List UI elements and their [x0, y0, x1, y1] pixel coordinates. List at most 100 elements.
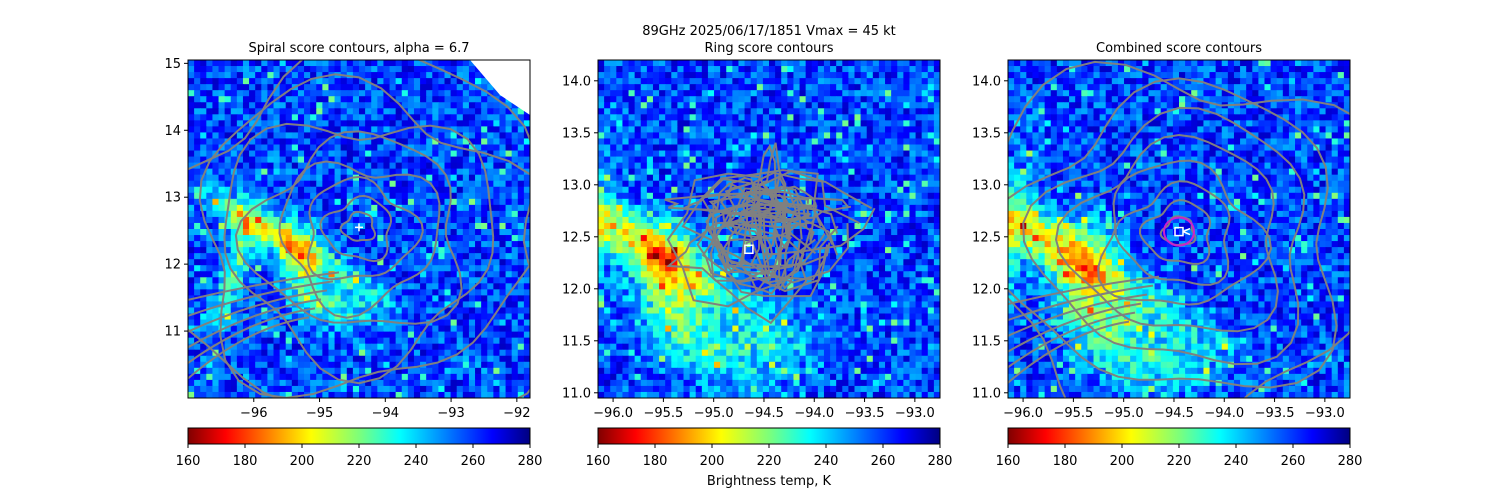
- heatmap-cell: [604, 253, 611, 260]
- heatmap-cell: [316, 186, 323, 194]
- heatmap-cell: [689, 72, 697, 79]
- heatmap-cell: [322, 331, 330, 339]
- heatmap-cell: [413, 138, 421, 146]
- heatmap-cell: [365, 156, 372, 164]
- heatmap-cell: [426, 235, 433, 242]
- heatmap-cell: [194, 216, 201, 224]
- heatmap-cell: [695, 144, 703, 152]
- heatmap-cell: [230, 229, 238, 236]
- heatmap-cell: [340, 283, 348, 290]
- heatmap-cell: [352, 235, 360, 242]
- heatmap-cell: [334, 144, 342, 152]
- heatmap-cell: [352, 96, 360, 103]
- heatmap-cell: [475, 102, 482, 109]
- heatmap-cell: [230, 222, 238, 230]
- heatmap-cell: [334, 265, 342, 272]
- heatmap-cell: [523, 289, 530, 296]
- heatmap-cell: [598, 229, 605, 236]
- heatmap-cell: [897, 96, 904, 103]
- heatmap-cell: [230, 60, 238, 67]
- heatmap-cell: [420, 84, 427, 91]
- heatmap-cell: [854, 120, 862, 127]
- heatmap-cell: [200, 72, 207, 79]
- heatmap-cell: [389, 90, 397, 97]
- heatmap-cell: [805, 60, 813, 67]
- heatmap-cell: [413, 247, 421, 254]
- heatmap-cell: [468, 222, 476, 230]
- heatmap-cell: [304, 283, 311, 290]
- heatmap-cell: [517, 331, 525, 339]
- heatmap-cell: [310, 373, 317, 381]
- heatmap-cell: [487, 325, 494, 333]
- heatmap-cell: [322, 78, 330, 85]
- heatmap-cell: [352, 90, 360, 97]
- heatmap-cell: [291, 126, 299, 134]
- heatmap-cell: [481, 192, 488, 200]
- heatmap-cell: [316, 289, 323, 296]
- heatmap-cell: [304, 174, 311, 182]
- heatmap-cell: [340, 391, 348, 398]
- heatmap-cell: [224, 337, 232, 345]
- heatmap-cell: [927, 60, 935, 67]
- heatmap-cell: [279, 385, 287, 393]
- heatmap-cell: [340, 222, 348, 230]
- heatmap-cell: [799, 72, 807, 79]
- heatmap-cell: [310, 78, 317, 85]
- heatmap-cell: [475, 222, 482, 230]
- heatmap-cell: [762, 162, 770, 170]
- heatmap-cell: [401, 337, 409, 345]
- heatmap-cell: [236, 283, 244, 290]
- heatmap-cell: [726, 114, 733, 121]
- heatmap-cell: [677, 72, 685, 79]
- heatmap-cell: [628, 180, 636, 188]
- heatmap-cell: [487, 301, 494, 309]
- heatmap-cell: [604, 150, 611, 158]
- heatmap-cell: [407, 301, 415, 309]
- heatmap-cell: [236, 391, 244, 398]
- heatmap-cell: [200, 204, 207, 212]
- heatmap-cell: [304, 198, 311, 206]
- heatmap-cell: [249, 102, 256, 109]
- heatmap-cell: [756, 78, 764, 85]
- heatmap-cell: [279, 361, 287, 369]
- heatmap-cell: [255, 361, 262, 369]
- heatmap-cell: [346, 229, 354, 236]
- heatmap-cell: [830, 132, 837, 140]
- heatmap-cell: [891, 144, 898, 152]
- heatmap-cell: [426, 204, 433, 212]
- heatmap-cell: [671, 102, 678, 109]
- heatmap-cell: [683, 102, 691, 109]
- heatmap-cell: [738, 150, 746, 158]
- heatmap-cell: [273, 144, 281, 152]
- heatmap-cell: [218, 102, 226, 109]
- heatmap-cell: [933, 144, 940, 152]
- heatmap-cell: [659, 144, 666, 152]
- contour-line: [188, 298, 322, 349]
- heatmap-cell: [267, 355, 275, 363]
- heatmap-cell: [817, 241, 825, 248]
- heatmap-cell: [304, 379, 311, 387]
- heatmap-cell: [665, 241, 672, 248]
- heatmap-cell: [499, 102, 507, 109]
- heatmap-cell: [499, 162, 507, 170]
- heatmap-cell: [487, 367, 494, 375]
- heatmap-cell: [769, 102, 776, 109]
- heatmap-cell: [462, 313, 470, 321]
- heatmap-cell: [915, 235, 923, 242]
- heatmap-cell: [371, 337, 378, 345]
- heatmap-cell: [218, 247, 226, 254]
- heatmap-cell: [720, 108, 727, 115]
- heatmap-cell: [328, 174, 336, 182]
- heatmap-cell: [732, 72, 740, 79]
- heatmap-cell: [407, 337, 415, 345]
- heatmap-cell: [352, 361, 360, 369]
- heatmap-cell: [695, 84, 703, 91]
- heatmap-cell: [371, 379, 378, 387]
- heatmap-cell: [426, 367, 433, 375]
- heatmap-cell: [836, 114, 843, 121]
- heatmap-cell: [322, 132, 330, 140]
- heatmap-cell: [200, 66, 207, 73]
- heatmap-cell: [230, 379, 238, 387]
- heatmap-cell: [701, 168, 709, 176]
- heatmap-cell: [475, 277, 482, 284]
